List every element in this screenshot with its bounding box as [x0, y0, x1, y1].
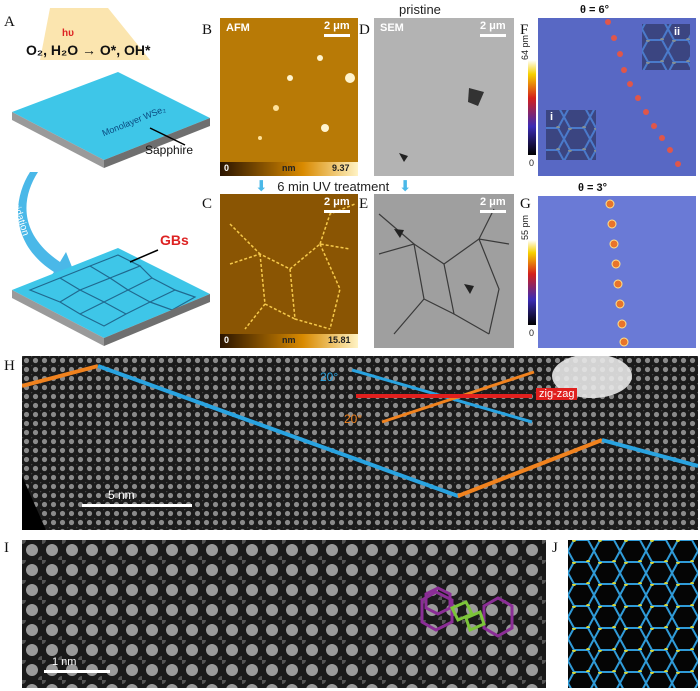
stem-image-h: 20° 20° zig-zag 5 nm — [22, 356, 698, 530]
stm-6deg-image: i ii — [538, 18, 696, 176]
panel-label-a: A — [4, 14, 15, 30]
panel-label-e: E — [359, 196, 369, 212]
panel-label-j: J — [552, 540, 558, 556]
stm-f-cbar-max: 64 pm — [520, 34, 530, 60]
reaction-equation: O₂, H₂O → O*, OH* — [26, 42, 150, 58]
stem-i-scale-bar — [44, 670, 110, 673]
down-arrow-icon: ⬇ — [255, 178, 268, 195]
stm-g-cbar-max: 55 pm — [520, 214, 530, 240]
pristine-label: pristine — [399, 2, 441, 17]
down-arrow-icon: ⬇ — [398, 178, 412, 195]
sem-uv-scale-bar — [480, 210, 506, 213]
stm-f-colorbar — [528, 60, 536, 155]
sem-pristine-scale-text: 2 μm — [480, 20, 506, 32]
uv-treatment-label: ⬇ 6 min UV treatment ⬇ — [255, 178, 412, 195]
panel-label-i: I — [4, 540, 9, 556]
stm-3deg-image — [538, 196, 696, 348]
sem-uv-scale-text: 2 μm — [480, 196, 506, 208]
sem-pristine-image: SEM 2 μm — [374, 18, 514, 176]
sem-tag: SEM — [380, 22, 404, 34]
lattice-model-j — [568, 540, 698, 688]
reaction-arrow-icon: → — [82, 42, 97, 58]
panel-label-h: H — [4, 358, 15, 374]
stm-g-colorbar — [528, 240, 536, 325]
gb-line-orange-left — [22, 364, 99, 388]
panel-label-d: D — [359, 22, 370, 38]
gb-label: GBs — [160, 232, 189, 248]
stm-g-title: θ = 3° — [578, 182, 607, 194]
monolayer-slab-top — [12, 72, 210, 160]
reaction-reactants: O₂, H₂O — [26, 42, 79, 58]
afm-pristine-scale-bar — [324, 34, 350, 37]
afm-uv-scale-bar — [324, 210, 350, 213]
stm-g-cbar-min: 0 — [529, 328, 535, 338]
afm-pristine-cbar-max: 9.37 — [332, 163, 350, 173]
gb-line-blue-main — [97, 364, 459, 498]
afm-uv-scale-text: 2 μm — [324, 196, 350, 208]
light-symbol: hυ — [62, 28, 74, 39]
afm-pristine-cbar-unit: nm — [282, 163, 296, 173]
panel-label-b: B — [202, 22, 213, 38]
afm-pristine-scale-text: 2 μm — [324, 20, 350, 32]
angle-label-orange: 20° — [344, 412, 363, 426]
stem-h-scale-text: 5 nm — [108, 488, 135, 502]
stem-h-scale-bar — [82, 504, 192, 507]
stm-f-cbar-min: 0 — [529, 158, 535, 168]
afm-uv-cbar-unit: nm — [282, 335, 296, 345]
sem-pristine-scale-bar — [480, 34, 506, 37]
stm-f-inset-i: i — [550, 111, 554, 123]
stem-i-scale-text: 1 nm — [52, 656, 77, 668]
afm-uv-image: 2 μm 0 nm 15.81 — [220, 194, 358, 348]
stem-image-i: 1 nm — [22, 540, 546, 688]
panel-label-c: C — [202, 196, 213, 212]
angle-label-blue: 20° — [320, 370, 339, 384]
afm-uv-cbar-min: 0 — [224, 335, 230, 345]
gb-line-blue-right — [601, 438, 698, 468]
substrate-label: Sapphire — [145, 143, 194, 157]
stm-f-title: θ = 6° — [580, 4, 609, 16]
afm-pristine-cbar-min: 0 — [224, 163, 230, 173]
afm-uv-cbar-max: 15.81 — [328, 335, 351, 345]
panel-label-f: F — [520, 22, 529, 38]
light-beam — [40, 8, 150, 60]
schematic-panel — [12, 8, 210, 346]
zigzag-label: zig-zag — [536, 388, 578, 400]
stm-f-inset-ii: ii — [674, 26, 681, 38]
monolayer-slab-bottom — [12, 248, 210, 338]
afm-tag: AFM — [226, 22, 250, 34]
gb-line-orange-right — [457, 438, 603, 498]
afm-pristine-image: AFM 2 μm 0 nm 9.37 — [220, 18, 358, 176]
sem-uv-image: 2 μm — [374, 194, 514, 348]
panel-label-g: G — [520, 196, 531, 212]
reaction-products: O*, OH* — [99, 42, 151, 58]
